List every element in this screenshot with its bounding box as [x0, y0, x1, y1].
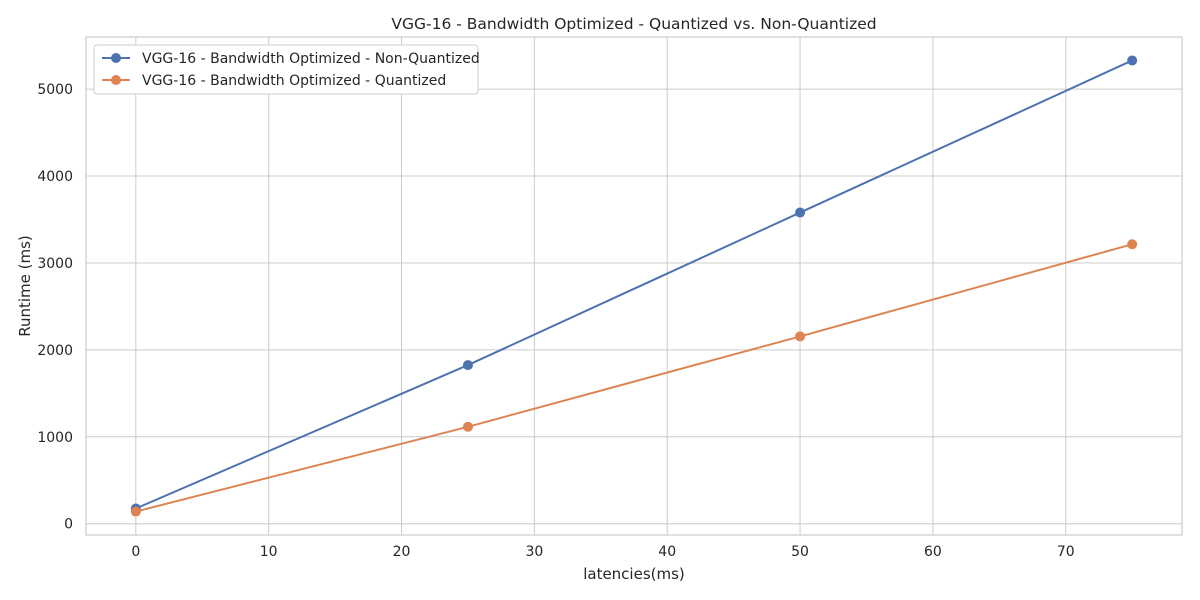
legend-marker-non-quantized: [111, 53, 121, 63]
legend-box: [93, 44, 479, 95]
y-tick-label: 0: [64, 517, 73, 533]
x-tick-label: 70: [1057, 544, 1075, 560]
legend-marker-quantized: [111, 75, 121, 85]
y-tick-label: 2000: [37, 343, 73, 359]
plot-frame: [85, 36, 1183, 536]
series-layer: [130, 55, 1138, 517]
series-line: [135, 243, 1133, 513]
y-axis-label: Runtime (ms): [16, 235, 34, 337]
legend: VGG-16 - Bandwidth Optimized - Non-Quant…: [93, 44, 480, 95]
x-tick-label: 50: [791, 544, 809, 560]
y-tick-label: 3000: [37, 256, 73, 272]
data-point: [462, 360, 473, 371]
x-tick-labels: 0 10 20 30 40 50 60 70: [131, 544, 1074, 560]
series-line: [135, 59, 1133, 510]
x-tick-label: 20: [393, 544, 411, 560]
x-tick-label: 0: [131, 544, 140, 560]
data-point: [1127, 55, 1138, 66]
x-tick-label: 40: [658, 544, 676, 560]
data-point: [795, 331, 806, 342]
y-tick-labels: 0 1000 2000 3000 4000 5000: [37, 82, 73, 533]
x-tick-label: 60: [924, 544, 942, 560]
grid: [86, 37, 1182, 535]
legend-label-non-quantized: VGG-16 - Bandwidth Optimized - Non-Quant…: [142, 51, 480, 67]
data-point: [795, 207, 806, 218]
data-point: [130, 506, 141, 517]
data-point: [1127, 239, 1138, 250]
x-axis-label: latencies(ms): [583, 565, 685, 583]
y-tick-label: 4000: [37, 169, 73, 185]
series-1: [130, 239, 1138, 517]
x-tick-label: 30: [525, 544, 543, 560]
y-tick-label: 5000: [37, 82, 73, 98]
data-point: [462, 421, 473, 432]
x-tick-label: 10: [260, 544, 278, 560]
chart-title: VGG-16 - Bandwidth Optimized - Quantized…: [391, 15, 876, 33]
y-tick-label: 1000: [37, 430, 73, 446]
legend-label-quantized: VGG-16 - Bandwidth Optimized - Quantized: [142, 73, 446, 89]
